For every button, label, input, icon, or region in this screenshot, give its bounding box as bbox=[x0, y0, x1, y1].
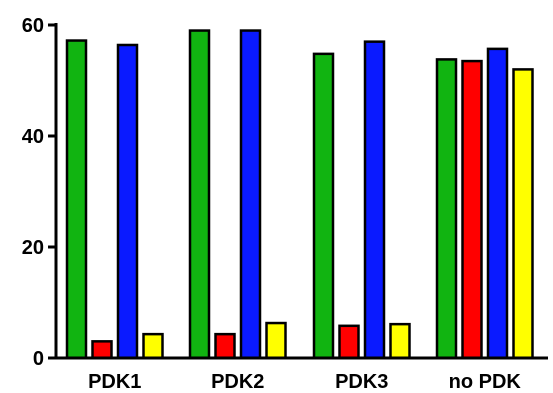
bar bbox=[486, 47, 509, 360]
y-tick-label: 60 bbox=[22, 15, 44, 37]
bar bbox=[142, 332, 164, 360]
bars-layer bbox=[65, 29, 534, 360]
x-category-label: PDK2 bbox=[211, 371, 264, 393]
bar bbox=[461, 59, 483, 360]
axes-layer bbox=[48, 23, 548, 360]
bar bbox=[512, 68, 534, 360]
bar bbox=[188, 29, 211, 360]
bar bbox=[435, 58, 458, 360]
y-tick-label: 0 bbox=[33, 348, 44, 370]
bar bbox=[65, 39, 88, 360]
bar bbox=[116, 43, 139, 360]
bar bbox=[265, 321, 287, 360]
bar bbox=[312, 52, 335, 360]
x-category-label: PDK3 bbox=[335, 371, 388, 393]
bar bbox=[214, 332, 236, 360]
bar bbox=[363, 40, 386, 360]
y-tick-label: 40 bbox=[22, 126, 44, 148]
bar bbox=[239, 29, 262, 360]
bar bbox=[389, 322, 411, 360]
x-category-label: no PDK bbox=[449, 371, 522, 393]
labels-layer: 0 20 40 60 PDK1 PDK2 PDK3 no PDK bbox=[22, 15, 522, 393]
bar bbox=[91, 340, 113, 360]
y-tick-label: 20 bbox=[22, 237, 44, 259]
x-category-label: PDK1 bbox=[88, 371, 141, 393]
bar bbox=[338, 324, 360, 360]
